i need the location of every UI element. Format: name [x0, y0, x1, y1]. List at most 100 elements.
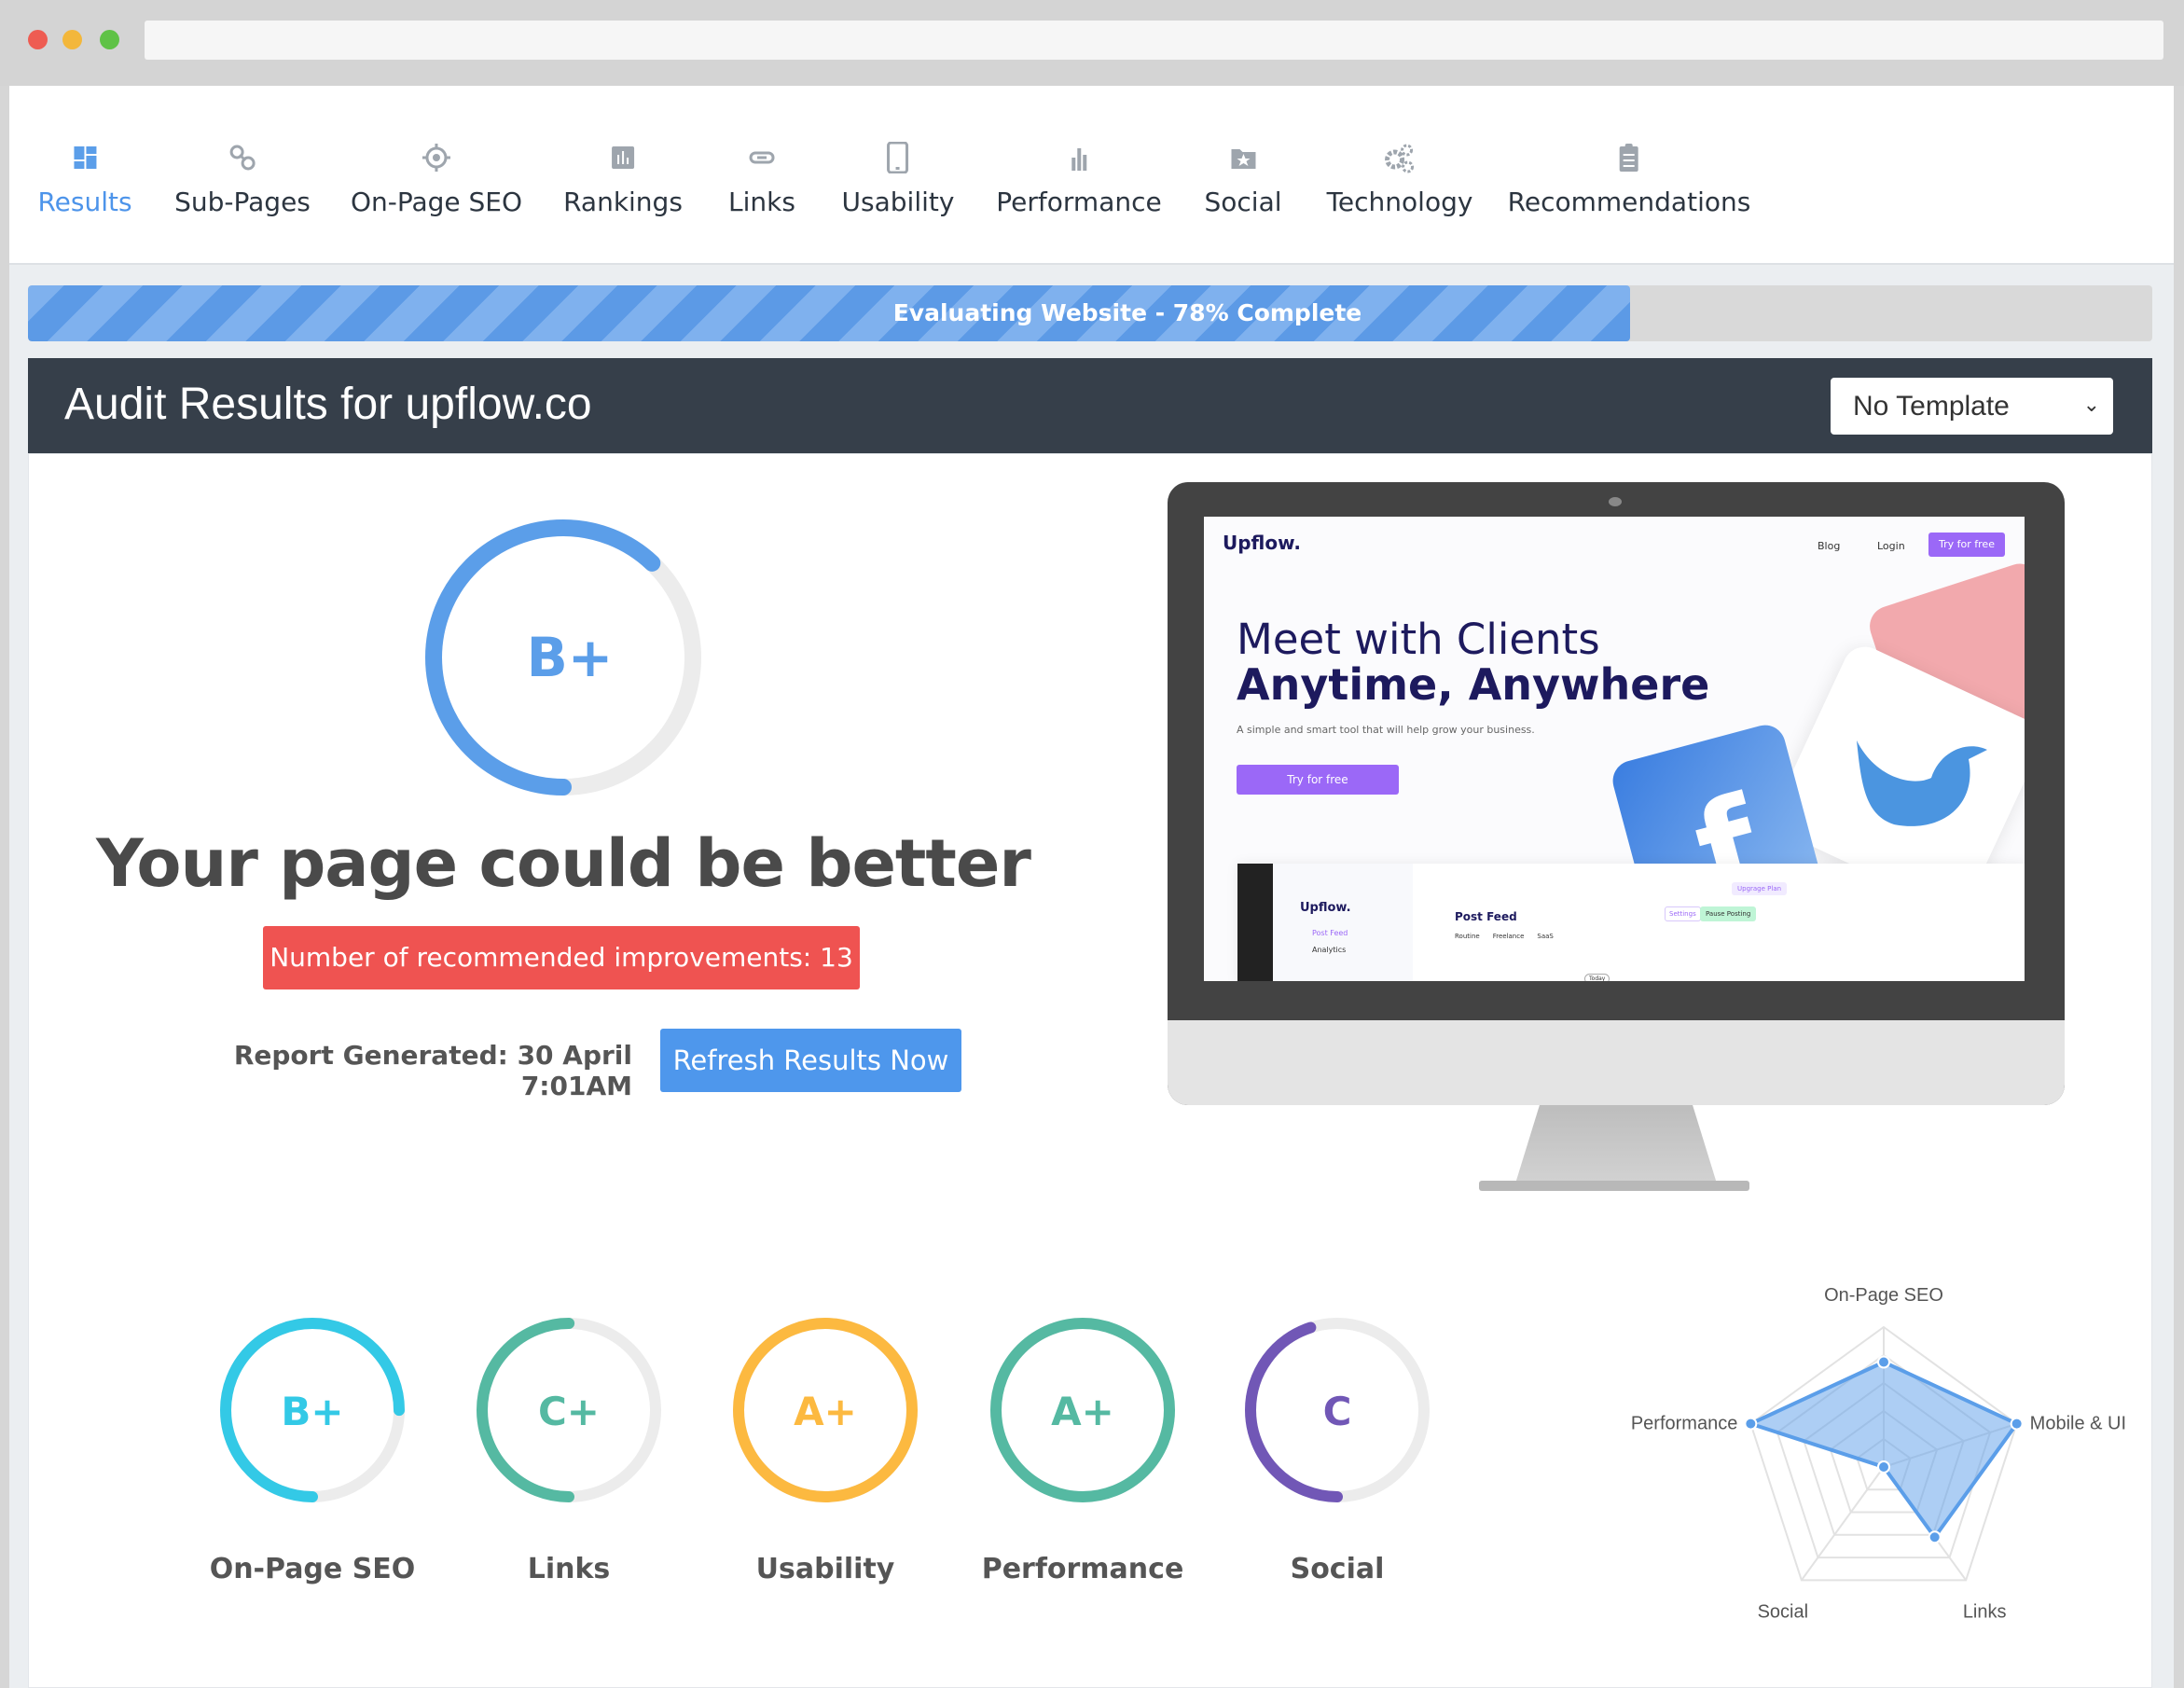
tab-label: On-Page SEO [350, 187, 523, 217]
progress-bar: Evaluating Website - 78% Complete [28, 285, 2152, 341]
score-label: On-Page SEO [209, 1553, 416, 1585]
preview-app-logo: Upflow. [1300, 901, 1351, 915]
tab-label: Sub-Pages [174, 187, 311, 217]
tab-links[interactable]: Links [728, 142, 795, 217]
preview-tag: SaaS [1537, 933, 1554, 940]
improvements-badge: Number of recommended improvements: 13 [263, 926, 860, 989]
radar-point [1928, 1530, 1942, 1544]
tab-recommendations[interactable]: Recommendations [1507, 142, 1751, 217]
link-chain-icon [229, 145, 256, 171]
tablet-icon [887, 142, 909, 173]
radar-axis-label: Mobile & UI [2030, 1414, 2126, 1434]
score-ring-on-page-seo: B+ [220, 1318, 405, 1502]
headline: Your page could be better [96, 825, 1031, 902]
score-ring-usability: A+ [733, 1318, 918, 1502]
score-grade: A+ [794, 1389, 857, 1434]
tab-results[interactable]: Results [37, 142, 132, 217]
top-nav: Results Sub-Pages On-Page SEO Rankings Links… [9, 86, 2174, 265]
preview-hero-sub: A simple and smart tool that will help g… [1237, 724, 1535, 736]
tab-social[interactable]: Social [1204, 142, 1282, 217]
preview-tags: Routine Freelance SaaS [1455, 933, 1554, 940]
tab-label: Performance [996, 187, 1162, 217]
radar-chart: On-Page SEO Mobile & UI Links Social Perform… [1631, 1285, 2126, 1622]
preview-tag: Routine [1455, 933, 1480, 940]
preview-logo: Upflow. [1223, 532, 1301, 554]
tab-label: Social [1204, 187, 1282, 217]
tab-usability[interactable]: Usability [841, 142, 955, 217]
tab-performance[interactable]: Performance [996, 142, 1162, 217]
preview-nav-blog: Blog [1818, 540, 1841, 552]
progress-label: Evaluating Website - 78% Complete [892, 299, 1362, 326]
bar-chart-icon [1071, 148, 1086, 171]
bar-chart-box-icon [611, 146, 634, 169]
ring-progress [477, 1318, 661, 1502]
preview-tag: Freelance [1492, 933, 1525, 940]
report-generated: Report Generated: 30 April 7:01AM [233, 1040, 632, 1101]
score-ring-links: C+ [477, 1318, 661, 1502]
clipboard-icon [1619, 144, 1638, 172]
chevron-down-icon: ⌄ [2082, 393, 2100, 416]
ring-progress [1245, 1318, 1430, 1502]
refresh-results-button[interactable]: Refresh Results Now [660, 1029, 961, 1092]
score-ring-social: C [1245, 1318, 1430, 1502]
website-preview: Upflow. Blog Login Try for free f Meet w… [1204, 517, 2025, 981]
tab-technology[interactable]: Technology [1327, 142, 1472, 217]
template-select[interactable]: No Template ⌄ [1831, 378, 2113, 435]
score-label: Performance [981, 1553, 1184, 1585]
dashboard-icon [73, 146, 96, 169]
tab-on-page-seo[interactable]: On-Page SEO [351, 142, 522, 217]
score-label: Usability [755, 1553, 895, 1585]
preview-hero-line2: Anytime, Anywhere [1237, 659, 1710, 710]
radar-axis-label: Performance [1631, 1414, 1738, 1434]
preview-app-sidebar [1237, 864, 1273, 981]
browser-chrome [0, 0, 2184, 86]
radar-axis [1801, 1466, 1885, 1581]
score-ring-performance: A+ [990, 1318, 1175, 1502]
preview-app: Upflow. Post Feed Analytics Post Feed Ro… [1237, 864, 2025, 981]
radar-grid-ring [1749, 1325, 2018, 1582]
progress-fill [28, 285, 1630, 341]
tab-label: Results [37, 187, 132, 217]
preview-settings: Settings [1665, 906, 1701, 921]
preview-app-analytics: Analytics [1312, 946, 1347, 954]
monitor-base [1479, 1181, 1749, 1191]
score-grade: B+ [281, 1389, 343, 1434]
preview-cta-button: Try for free [1237, 765, 1399, 795]
page-title: Audit Results for upflow.co [64, 380, 592, 429]
radar-point [2010, 1417, 2024, 1431]
camera-icon [1609, 497, 1622, 506]
radar-axis-label: Social [1758, 1601, 1808, 1622]
radar-point [1877, 1460, 1890, 1474]
tab-label: Usability [841, 187, 955, 217]
monitor-stand [1515, 1105, 1717, 1183]
radar-axis-label: Links [1963, 1601, 2007, 1622]
preview-nav-login: Login [1877, 540, 1905, 552]
gears-icon [1385, 144, 1415, 173]
radar-point [1877, 1355, 1890, 1369]
score-label: Links [527, 1553, 611, 1585]
monitor-chin [1168, 1020, 2065, 1105]
tab-label: Links [728, 187, 795, 217]
tab-label: Rankings [563, 187, 683, 217]
preview-hero-line1: Meet with Clients [1237, 615, 1600, 664]
score-label: Social [1290, 1553, 1385, 1585]
tab-sub-pages[interactable]: Sub-Pages [174, 142, 311, 217]
overall-grade-ring: B+ [425, 519, 701, 796]
preview-today: Today [1584, 974, 1610, 981]
score-grade: C [1323, 1389, 1352, 1434]
ring-progress [990, 1318, 1175, 1502]
maximize-window-button[interactable] [100, 30, 119, 49]
twitter-icon [1857, 740, 1987, 826]
tab-rankings[interactable]: Rankings [563, 142, 683, 217]
close-window-button[interactable] [28, 30, 48, 49]
radar-point [1744, 1417, 1758, 1431]
radar-axis-label: On-Page SEO [1824, 1285, 1943, 1306]
minimize-window-button[interactable] [62, 30, 82, 49]
ring-progress [733, 1318, 918, 1502]
preview-try-button: Try for free [1928, 533, 2005, 557]
radar-series-area [1745, 1360, 2020, 1541]
tab-label: Recommendations [1507, 187, 1751, 217]
link-icon [749, 151, 775, 164]
audit-header: Audit Results for upflow.co No Template … [28, 358, 2152, 453]
address-bar[interactable] [145, 21, 2163, 60]
